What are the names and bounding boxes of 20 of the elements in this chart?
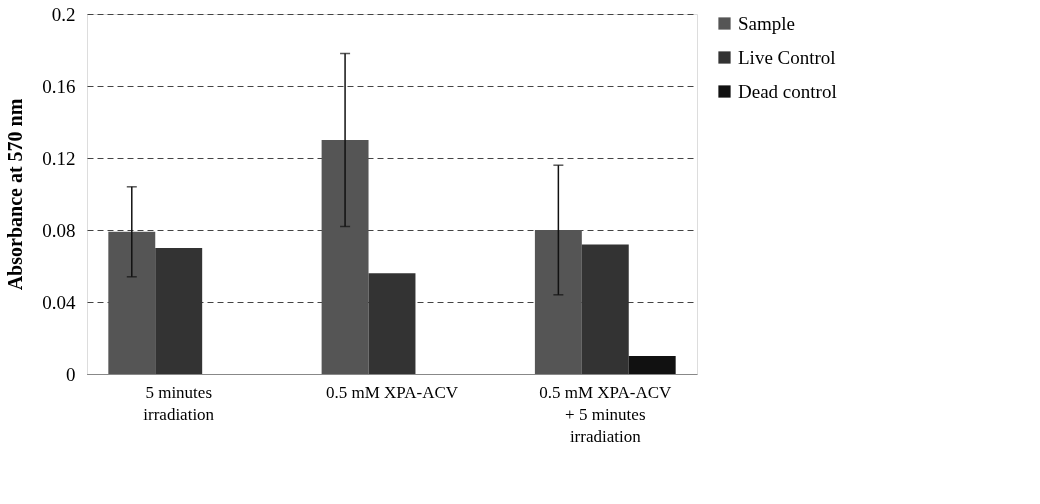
- x-tick-label: 0.5 mM XPA-ACV: [325, 382, 459, 402]
- bar: [534, 230, 582, 374]
- bar: [108, 231, 156, 374]
- y-tick-label: 0.2: [51, 3, 76, 25]
- bar: [155, 248, 203, 374]
- legend-label: Dead control: [738, 80, 837, 102]
- bar: [368, 273, 416, 374]
- legend-label: Live Control: [738, 46, 836, 68]
- legend-label: Sample: [738, 12, 795, 34]
- y-tick-label: 0: [66, 363, 76, 385]
- y-tick-label: 0.04: [42, 291, 76, 313]
- bar: [628, 356, 676, 374]
- x-tick-label: 0.5 mM XPA-ACV + 5 minutes irradiation: [539, 382, 673, 446]
- bar: [321, 140, 369, 374]
- x-tick-label: 5 minutes irradiation: [143, 382, 215, 424]
- y-tick-label: 0.12: [42, 147, 76, 169]
- bar: [581, 244, 629, 374]
- y-axis-title: Absorbance at 570 nm: [4, 98, 27, 291]
- y-tick-label: 0.16: [42, 75, 76, 97]
- y-tick-label: 0.08: [42, 219, 76, 241]
